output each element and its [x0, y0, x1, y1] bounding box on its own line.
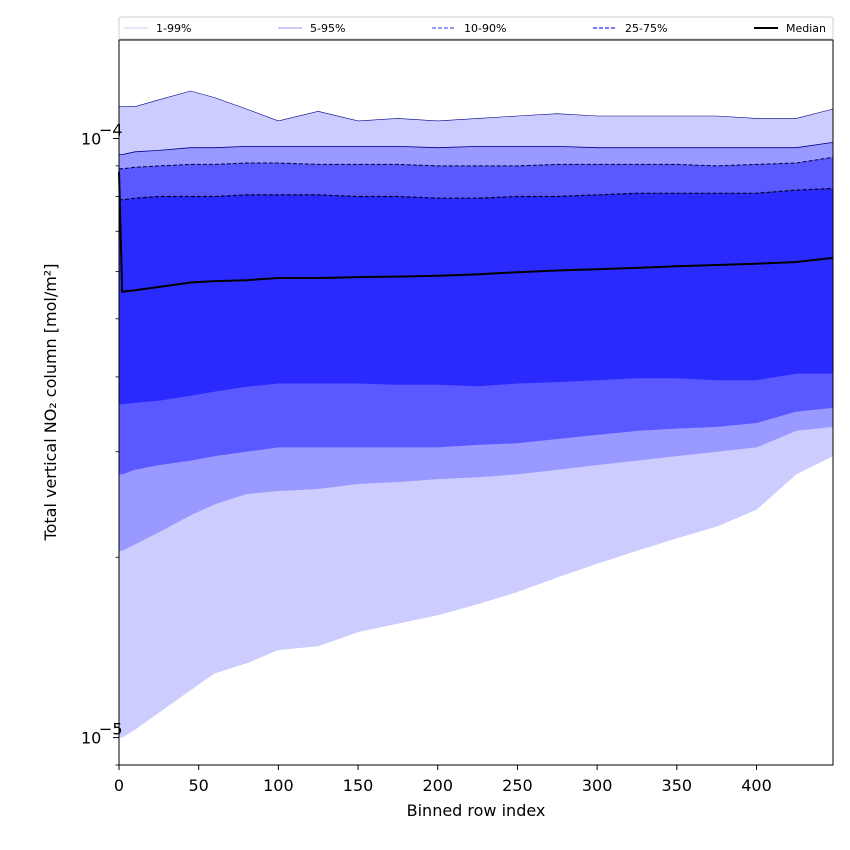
band-upper-edge-1-99 — [119, 90, 834, 122]
legend-label: 10-90% — [464, 22, 506, 35]
x-tick-label: 400 — [741, 776, 772, 795]
y-tick-label: 10 — [81, 129, 101, 148]
legend-label: 1-99% — [156, 22, 191, 35]
x-tick-label: 100 — [263, 776, 294, 795]
x-tick-label: 150 — [343, 776, 374, 795]
axes-border — [118, 39, 834, 766]
axes-frame — [118, 39, 834, 766]
x-tick-label: 350 — [662, 776, 693, 795]
x-tick-label: 200 — [422, 776, 453, 795]
legend-label: 25-75% — [625, 22, 667, 35]
y-tick-exponent: −5 — [99, 720, 123, 739]
legend-box — [118, 16, 834, 40]
band-upper-edge-25-75 — [119, 187, 834, 201]
band-upper-edge-10-90 — [119, 156, 834, 170]
x-tick-label: 250 — [502, 776, 533, 795]
median-line — [118, 171, 834, 293]
band-25-75 — [119, 188, 833, 405]
x-axis-label: Binned row index — [407, 801, 546, 820]
plot-area — [118, 90, 834, 738]
legend: 1-99% 5-95% 10-90% 25-75% Median — [118, 16, 834, 40]
x-axis: 0 50 100 150 200 250 300 350 400 — [114, 765, 772, 795]
legend-label: 5-95% — [310, 22, 345, 35]
y-axis: 10−510−4 — [81, 120, 123, 766]
x-tick-label: 0 — [114, 776, 124, 795]
y-tick-label: 10 — [81, 729, 101, 748]
y-axis-label: Total vertical NO₂ column [mol/m²] — [41, 264, 60, 542]
x-tick-label: 300 — [582, 776, 613, 795]
x-tick-label: 50 — [189, 776, 209, 795]
band-upper-edge-5-95 — [119, 142, 834, 155]
legend-label: Median — [786, 22, 826, 35]
y-tick-exponent: −4 — [99, 120, 123, 139]
